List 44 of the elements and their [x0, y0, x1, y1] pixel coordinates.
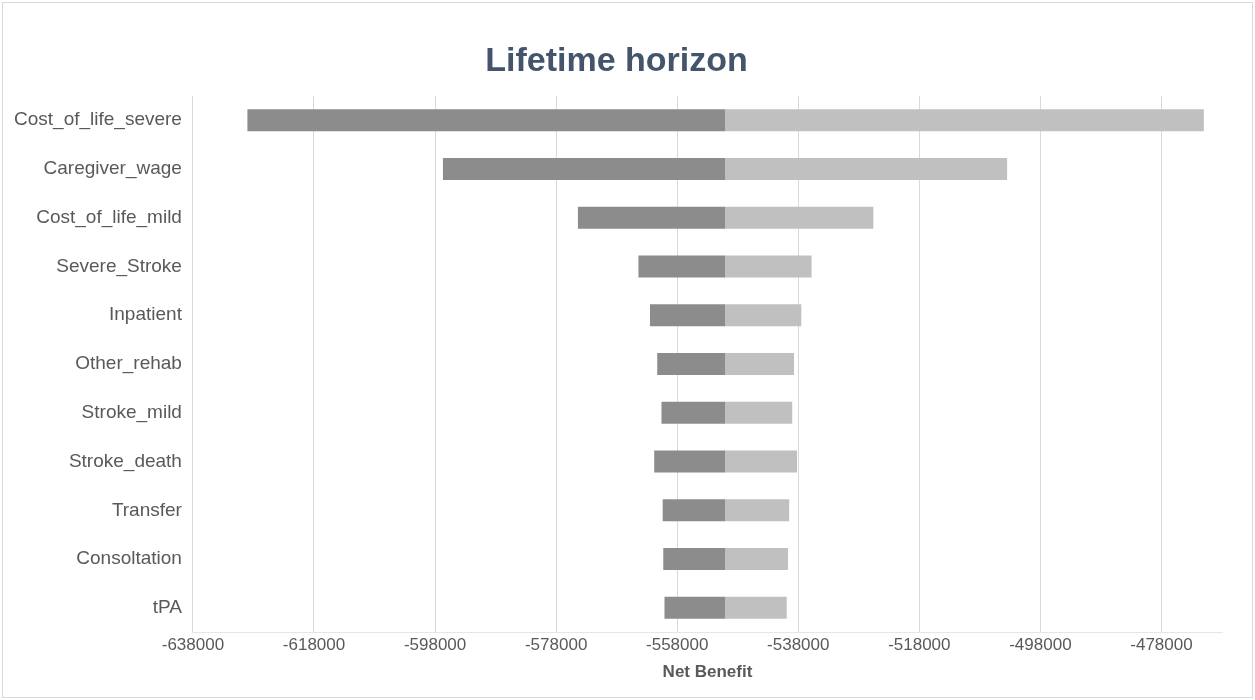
- bar: [657, 353, 726, 375]
- x-tick-label: -578000: [524, 635, 588, 655]
- y-tick-label: Cost_of_life_severe: [13, 108, 182, 131]
- x-tick-label: -598000: [403, 635, 467, 655]
- bar: [577, 206, 726, 229]
- bar: [663, 548, 726, 571]
- bar: [654, 450, 726, 473]
- x-tick-label: -498000: [1009, 635, 1072, 655]
- bar: [725, 157, 1008, 180]
- bar: [725, 548, 788, 571]
- bar: [725, 596, 787, 619]
- bar: [725, 255, 812, 278]
- x-tick-label: -618000: [282, 635, 346, 655]
- y-tick-label: Consoltation: [76, 547, 182, 569]
- y-tick-label: Transfer: [111, 498, 183, 520]
- x-axis-title: Net Benefit: [662, 662, 753, 682]
- bar: [725, 401, 793, 424]
- y-tick-label: Severe_Stroke: [56, 254, 182, 277]
- y-tick-label: Other_rehab: [75, 352, 182, 375]
- bar: [725, 499, 790, 522]
- bar: [442, 157, 726, 180]
- y-tick-label: Cost_of_life_mild: [36, 205, 182, 228]
- bar: [247, 109, 726, 132]
- x-tick-label: -478000: [1130, 635, 1193, 655]
- bar: [725, 109, 1204, 132]
- chart-title: Lifetime horizon: [485, 39, 748, 78]
- bar: [725, 450, 798, 473]
- y-tick-label: Caregiver_wage: [43, 157, 182, 180]
- bar: [725, 206, 874, 229]
- bar: [649, 304, 726, 327]
- bar: [725, 304, 802, 327]
- bar: [661, 401, 726, 424]
- y-tick-label: Stroke_mild: [81, 401, 182, 423]
- y-tick-label: Inpatient: [109, 303, 183, 325]
- bar: [638, 255, 726, 278]
- x-tick-label: -518000: [888, 635, 951, 655]
- y-tick-label: tPA: [152, 596, 183, 618]
- x-tick-label: -558000: [646, 635, 709, 655]
- bar: [725, 353, 795, 375]
- x-tick-label: -638000: [161, 635, 225, 655]
- x-tick-label: -538000: [767, 635, 830, 655]
- y-tick-label: Stroke_death: [68, 449, 182, 472]
- bar: [662, 499, 726, 522]
- bar: [664, 596, 726, 619]
